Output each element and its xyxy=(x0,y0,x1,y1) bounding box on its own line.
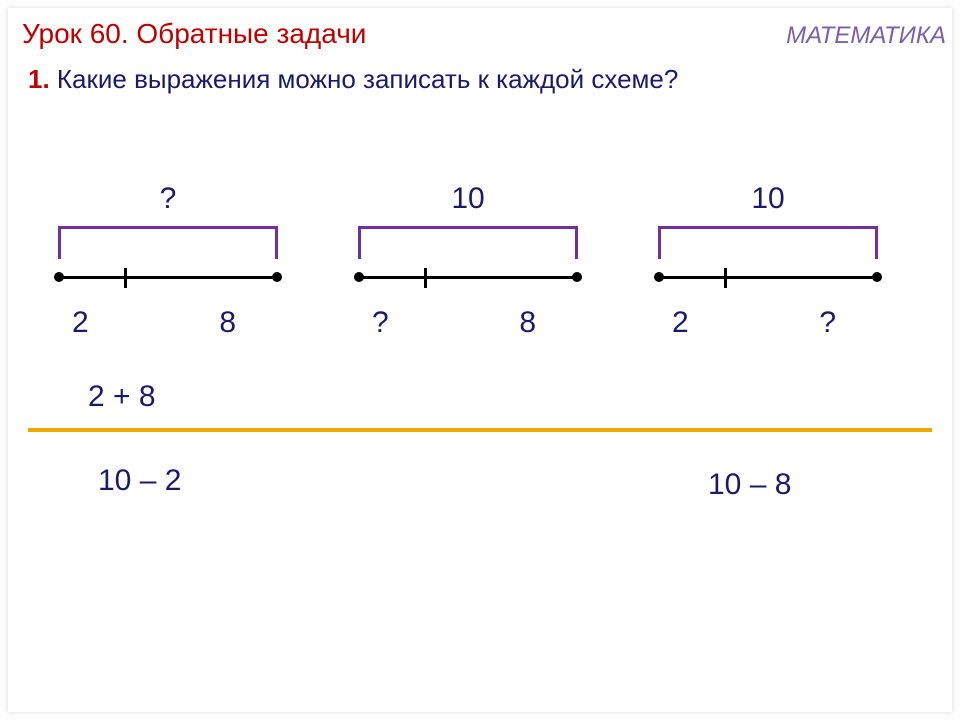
diagram-2-top-label: 10 xyxy=(348,182,588,216)
diagram-3-segment xyxy=(658,276,878,279)
diagram-2-left-label: ? xyxy=(372,306,389,340)
diagram-3-tick xyxy=(724,268,727,288)
diagram-1: ? 2 8 xyxy=(48,188,288,348)
diagram-1-right-label: 8 xyxy=(219,306,236,340)
diagram-3-dot-left xyxy=(654,272,664,282)
diagram-1-dot-left xyxy=(54,272,64,282)
diagram-2-dot-right xyxy=(572,272,582,282)
diagram-2: 10 ? 8 xyxy=(348,188,588,348)
diagram-3-dot-right xyxy=(872,272,882,282)
diagram-2-bracket xyxy=(358,226,578,259)
diagram-2-segment xyxy=(358,276,578,279)
question-number: 1. xyxy=(28,64,50,94)
diagram-2-right-label: 8 xyxy=(519,306,536,340)
diagram-2-dot-left xyxy=(354,272,364,282)
diagram-1-dot-right xyxy=(272,272,282,282)
diagram-1-segment xyxy=(58,276,278,279)
diagram-1-bracket xyxy=(58,226,278,259)
diagram-3-top-label: 10 xyxy=(648,182,888,216)
question-text: 1. Какие выражения можно записать к кажд… xyxy=(28,64,678,95)
expression-bottom-left: 10 – 2 xyxy=(98,464,181,498)
diagram-3-bracket xyxy=(658,226,878,259)
diagram-2-tick xyxy=(424,268,427,288)
diagram-1-tick xyxy=(124,268,127,288)
diagrams-container: ? 2 8 10 ? 8 10 xyxy=(8,188,952,408)
diagram-3: 10 2 ? xyxy=(648,188,888,348)
slide: Урок 60. Обратные задачи МАТЕМАТИКА 1. К… xyxy=(8,8,952,712)
divider-line xyxy=(28,428,932,432)
diagram-1-top-label: ? xyxy=(48,182,288,216)
question-body: Какие выражения можно записать к каждой … xyxy=(50,64,679,94)
expression-top: 2 + 8 xyxy=(88,380,156,414)
expression-bottom-right: 10 – 8 xyxy=(708,468,791,502)
subject-label: МАТЕМАТИКА xyxy=(786,22,946,50)
diagram-3-left-label: 2 xyxy=(672,306,689,340)
diagram-1-left-label: 2 xyxy=(72,306,89,340)
lesson-title: Урок 60. Обратные задачи xyxy=(22,18,366,50)
diagram-3-right-label: ? xyxy=(819,306,836,340)
